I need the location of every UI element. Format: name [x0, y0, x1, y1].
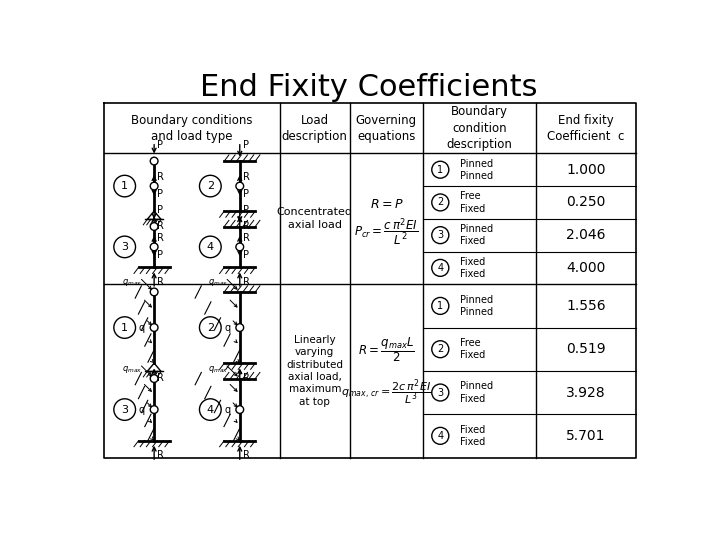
Text: R: R	[243, 233, 250, 242]
Circle shape	[150, 222, 158, 231]
Text: R: R	[157, 373, 164, 383]
Text: Pinned
Pinned: Pinned Pinned	[461, 295, 494, 317]
Text: 2: 2	[437, 344, 444, 354]
Text: 2: 2	[207, 322, 214, 333]
Text: R: R	[157, 233, 164, 242]
Text: Linearly
varying
distributed
axial load,
maximum
at top: Linearly varying distributed axial load,…	[287, 335, 343, 407]
Text: P: P	[157, 189, 163, 199]
Text: Free
Fixed: Free Fixed	[461, 191, 486, 214]
Text: 0.250: 0.250	[567, 195, 606, 210]
Text: R: R	[243, 221, 250, 231]
Text: R: R	[243, 373, 250, 383]
Circle shape	[150, 182, 158, 190]
Text: 2: 2	[437, 198, 444, 207]
Text: Free
Fixed: Free Fixed	[461, 338, 486, 360]
Text: q: q	[139, 404, 145, 415]
Text: Boundary
condition
description: Boundary condition description	[446, 105, 513, 151]
Circle shape	[236, 182, 243, 190]
Text: P: P	[243, 140, 249, 150]
Text: q: q	[225, 404, 230, 415]
Text: R: R	[243, 172, 250, 182]
Text: Boundary conditions
and load type: Boundary conditions and load type	[131, 113, 253, 143]
Circle shape	[236, 243, 243, 251]
Text: 4: 4	[207, 404, 214, 415]
Text: P: P	[243, 249, 249, 260]
Text: $q_{max}$: $q_{max}$	[122, 364, 143, 375]
Text: $q_{max,\,cr} = \dfrac{2c\,\pi^2 EI}{L^3}$: $q_{max,\,cr} = \dfrac{2c\,\pi^2 EI}{L^3…	[341, 377, 432, 407]
Text: 5.701: 5.701	[566, 429, 606, 443]
Text: q: q	[225, 322, 230, 333]
Text: Fixed
Fixed: Fixed Fixed	[461, 256, 486, 279]
Text: 4: 4	[437, 263, 444, 273]
Text: 2.046: 2.046	[566, 228, 606, 242]
Text: 1.000: 1.000	[566, 163, 606, 177]
Text: R: R	[157, 277, 164, 287]
Circle shape	[150, 375, 158, 382]
Text: $q_{max}$: $q_{max}$	[208, 277, 228, 288]
Text: End Fixity Coefficients: End Fixity Coefficients	[200, 73, 538, 103]
Circle shape	[150, 323, 158, 332]
Text: 2: 2	[207, 181, 214, 191]
Text: $R = P$: $R = P$	[369, 198, 403, 212]
Text: Governing
equations: Governing equations	[356, 113, 417, 143]
Text: 1: 1	[437, 301, 444, 311]
Circle shape	[150, 157, 158, 165]
Circle shape	[150, 243, 158, 251]
Text: 3: 3	[121, 404, 128, 415]
Text: $R = \dfrac{q_{max}L}{2}$: $R = \dfrac{q_{max}L}{2}$	[358, 335, 415, 363]
Text: 3: 3	[121, 242, 128, 252]
Circle shape	[236, 323, 243, 332]
Text: 3.928: 3.928	[566, 386, 606, 400]
Text: R: R	[157, 221, 164, 231]
Text: Pinned
Fixed: Pinned Fixed	[461, 381, 494, 404]
Text: 3: 3	[437, 388, 444, 397]
Text: P: P	[243, 205, 249, 215]
Text: Load
description: Load description	[282, 113, 348, 143]
Text: 1: 1	[437, 165, 444, 175]
Text: q: q	[139, 322, 145, 333]
Text: Pinned
Pinned: Pinned Pinned	[461, 159, 494, 181]
Text: $q_{max}$: $q_{max}$	[208, 364, 228, 375]
Text: Concentrated
axial load: Concentrated axial load	[276, 207, 353, 231]
Circle shape	[150, 288, 158, 296]
Text: P: P	[157, 205, 163, 215]
Text: P: P	[157, 249, 163, 260]
Text: P: P	[157, 140, 163, 150]
Text: $q_{max}$: $q_{max}$	[122, 277, 143, 288]
Text: 4: 4	[207, 242, 214, 252]
Text: R: R	[157, 172, 164, 182]
Text: 4.000: 4.000	[567, 261, 606, 275]
Circle shape	[150, 406, 158, 414]
Text: 1: 1	[121, 322, 128, 333]
Text: R: R	[243, 450, 250, 460]
Text: 4: 4	[437, 431, 444, 441]
Text: 0.519: 0.519	[566, 342, 606, 356]
Circle shape	[236, 406, 243, 414]
Text: P: P	[243, 189, 249, 199]
Text: R: R	[157, 450, 164, 460]
Text: $P_{cr} = \dfrac{c\,\pi^2 EI}{L^2}$: $P_{cr} = \dfrac{c\,\pi^2 EI}{L^2}$	[354, 217, 418, 248]
Text: R: R	[243, 277, 250, 287]
Text: End fixity
Coefficient  c: End fixity Coefficient c	[547, 113, 625, 143]
Text: 1.556: 1.556	[566, 299, 606, 313]
Text: 1: 1	[121, 181, 128, 191]
Text: Fixed
Fixed: Fixed Fixed	[461, 424, 486, 447]
Text: 3: 3	[437, 230, 444, 240]
Text: Pinned
Fixed: Pinned Fixed	[461, 224, 494, 246]
